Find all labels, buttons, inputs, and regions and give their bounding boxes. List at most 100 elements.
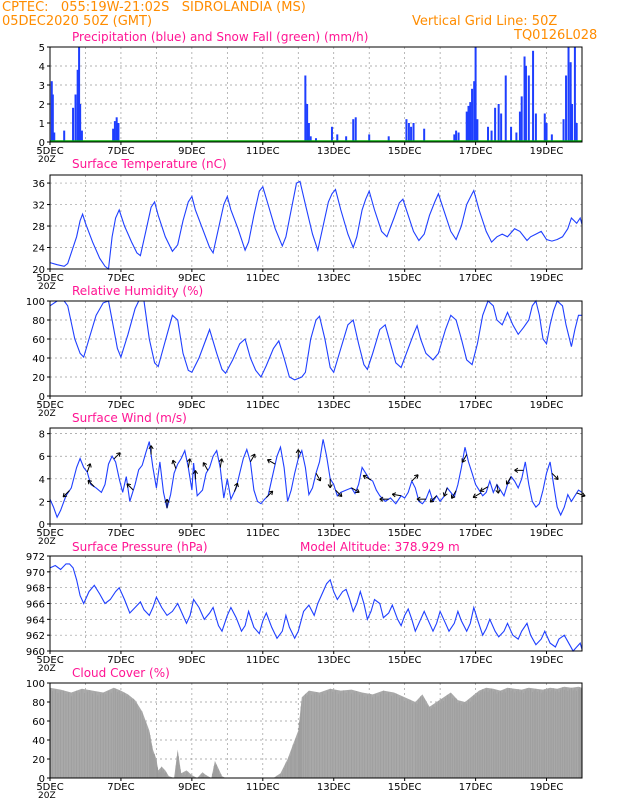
wind-arrow-head (337, 492, 343, 497)
precip-bar (467, 105, 470, 142)
precip-bar (315, 138, 317, 142)
precip-bar (405, 119, 408, 142)
series-line (49, 563, 583, 652)
wind-arrow-shaft (233, 482, 238, 492)
wind-arrow-head (192, 470, 198, 475)
x-tick-label: 5DEC (36, 400, 63, 411)
wind-arrow (379, 496, 389, 502)
x-tick-label: 11DEC (246, 528, 280, 539)
wind-arrow-head (429, 498, 435, 503)
wind-arrow-head (234, 482, 239, 488)
y-tick-label: 962 (26, 631, 45, 642)
wind-arrow-shaft (451, 490, 457, 499)
precip-bar (567, 47, 570, 142)
precip-bar (51, 94, 54, 142)
precip-bar (524, 66, 527, 142)
y-tick-label: 20 (32, 755, 45, 766)
wind-arrow-head (148, 445, 154, 450)
precip-bar (412, 123, 415, 142)
y-tick-label: 40 (32, 736, 45, 747)
wind-arrow-shaft (392, 493, 402, 497)
precip-bar (387, 136, 390, 142)
wind-arrow-shaft (86, 463, 91, 473)
wind-arrow-shaft (113, 452, 121, 460)
wind-arrow-shaft (219, 458, 223, 468)
wind-arrow-shaft (461, 454, 468, 463)
precip-bar (80, 130, 83, 142)
precip-bar (354, 117, 357, 142)
y-tick-label: 0 (39, 774, 45, 785)
wind-arrow (362, 474, 372, 481)
precip-bar (304, 75, 307, 142)
precip-bar (571, 104, 574, 142)
wind-arrow-shaft (506, 476, 512, 485)
panel-1: 20 24 28 32 36 5DEC 7DEC 9DEC 11DEC 13DEC 15DEC 17D… (32, 157, 583, 292)
x-tick-label: 15DEC (388, 146, 422, 157)
x-tick-label: 9DEC (178, 528, 205, 539)
wind-arrow-head (461, 458, 467, 463)
x-tick-label: 5DEC (36, 528, 63, 539)
panel-title: Surface Pressure (hPa) (72, 540, 208, 554)
y-tick-label: 0 (39, 392, 45, 403)
x-tick-label: 9DEC (178, 655, 205, 666)
precip-bar (494, 107, 497, 142)
precip-bar (520, 96, 523, 142)
precip-bar (473, 81, 476, 142)
x-tick-hour: 20Z (38, 791, 56, 800)
precip-bar (309, 136, 312, 142)
x-tick-label: 15DEC (388, 528, 422, 539)
x-tick-label: 17DEC (459, 782, 493, 793)
wind-arrow (450, 490, 457, 499)
wind-arrow-shaft (551, 472, 559, 480)
x-tick-label: 11DEC (246, 146, 280, 157)
y-tick-label: 964 (26, 615, 45, 626)
wind-arrow (295, 449, 301, 459)
x-tick-label: 17DEC (459, 528, 493, 539)
wind-arrow-head (391, 492, 397, 498)
wind-arrow-shaft (351, 487, 360, 493)
y-tick-label: 0 (39, 138, 45, 149)
x-tick-label: 19DEC (530, 655, 564, 666)
y-tick-label: 32 (32, 201, 45, 212)
panel-5: 0 20 40 60 80 100 5DEC 7DEC 9DEC 11DEC 13DEC 15DEC 1… (26, 666, 583, 800)
panel-frame (49, 46, 583, 143)
x-tick-hour: 20Z (38, 537, 56, 547)
x-tick-label: 19DEC (530, 146, 564, 157)
precip-bar (410, 126, 413, 142)
x-tick-label: 11DEC (246, 655, 280, 666)
wind-arrow (233, 482, 239, 492)
series-line (49, 299, 582, 381)
precip-bar (550, 134, 553, 142)
wind-arrow-shaft (87, 480, 95, 488)
wind-arrow (86, 463, 92, 473)
precip-bar (575, 123, 578, 142)
x-tick-label: 19DEC (530, 782, 564, 793)
wind-arrow-shaft (429, 495, 437, 503)
wind-arrow-shaft (172, 460, 177, 469)
wind-arrow-head (472, 493, 478, 499)
panel-frame (49, 174, 583, 270)
panel-frame (49, 682, 583, 779)
precip-bar (569, 62, 572, 143)
x-tick-label: 13DEC (317, 273, 351, 284)
series-line (49, 439, 583, 519)
x-tick-label: 17DEC (459, 655, 493, 666)
x-tick-label: 19DEC (530, 528, 564, 539)
precip-bar (63, 130, 66, 142)
x-tick-label: 9DEC (178, 146, 205, 157)
panel-title: Relative Humidity (%) (72, 284, 203, 298)
precip-bar (330, 126, 333, 142)
x-tick-label: 9DEC (178, 400, 205, 411)
wind-arrow (472, 492, 482, 499)
y-tick-label: 60 (32, 717, 45, 728)
wind-arrow (266, 458, 276, 465)
precip-bar (76, 69, 79, 142)
x-tick-label: 11DEC (246, 273, 280, 284)
wind-arrow-head (450, 494, 456, 499)
wind-arrow (391, 492, 402, 498)
wind-arrow-shaft (202, 462, 209, 471)
wind-arrow-head (414, 474, 419, 479)
wind-arrow-head (355, 488, 360, 494)
y-tick-label: 966 (26, 600, 45, 611)
